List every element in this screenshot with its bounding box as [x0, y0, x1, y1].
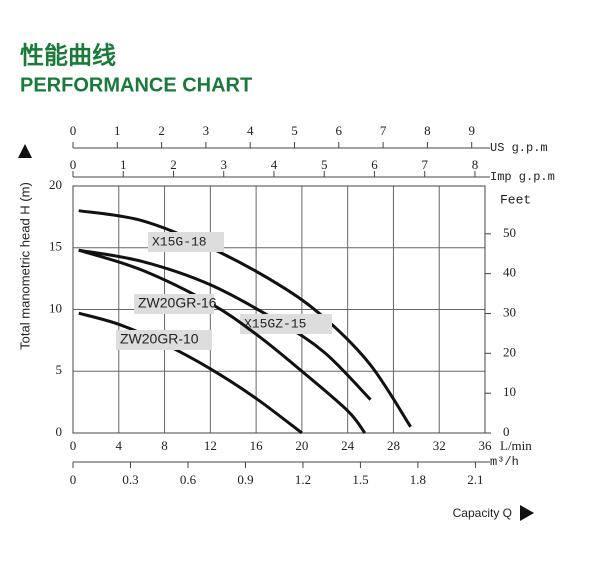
y-tick-label: 5 — [56, 362, 63, 377]
y-tick-label: 15 — [49, 239, 62, 254]
tick-label: 0 — [70, 123, 77, 138]
x-axis-label: Capacity Q — [453, 506, 512, 520]
tick-label: 1 — [114, 123, 121, 138]
chart-subtitle: PERFORMANCE CHART — [20, 74, 252, 96]
x-tick-label: 4 — [116, 438, 123, 453]
x-tick-label: 0 — [70, 438, 77, 453]
curve — [78, 248, 372, 401]
series-label: X15G-18 — [152, 234, 207, 249]
tick-label: 8 — [472, 157, 479, 172]
tick-label: 0 — [70, 157, 77, 172]
x-unit: L/min — [500, 438, 532, 453]
y-arrow — [18, 144, 32, 158]
label-box — [134, 294, 214, 314]
tick-label: 20 — [503, 344, 516, 359]
y-tick-label: 20 — [49, 177, 62, 192]
tick-label: 8 — [424, 123, 431, 138]
tick-label: 5 — [321, 157, 328, 172]
x-tick-label: 20 — [295, 438, 308, 453]
curve — [78, 311, 303, 435]
axis-unit: Imp g.p.m — [490, 170, 555, 184]
x-tick-label: 12 — [204, 438, 217, 453]
tick-label: 4 — [247, 123, 254, 138]
tick-label: 7 — [380, 123, 387, 138]
axis-unit: US g.p.m — [490, 141, 548, 155]
tick-label: 1.8 — [410, 472, 426, 487]
series-label: ZW20GR-10 — [120, 331, 199, 347]
tick-label: 0.6 — [180, 472, 197, 487]
x-tick-label: 24 — [341, 438, 355, 453]
tick-label: 3 — [203, 123, 210, 138]
tick-label: 6 — [336, 123, 343, 138]
tick-label: 7 — [421, 157, 428, 172]
tick-label: 40 — [503, 265, 516, 280]
x-tick-label: 28 — [387, 438, 400, 453]
tick-label: 30 — [503, 304, 516, 319]
tick-label: 0 — [503, 424, 510, 439]
x-arrow — [520, 505, 534, 521]
tick-label: 1.2 — [295, 472, 311, 487]
x-tick-label: 16 — [250, 438, 264, 453]
chart-title: 性能曲线 — [20, 41, 116, 69]
x-tick-label: 32 — [433, 438, 446, 453]
series-label: X15GZ-15 — [244, 316, 306, 331]
tick-label: 6 — [371, 157, 378, 172]
tick-label: 0.9 — [237, 472, 253, 487]
y-tick-label: 0 — [56, 424, 63, 439]
tick-label: 10 — [503, 384, 516, 399]
tick-label: 2 — [170, 157, 177, 172]
axis-unit: Feet — [500, 192, 531, 207]
tick-label: 1.5 — [352, 472, 368, 487]
tick-label: 2.1 — [467, 472, 483, 487]
x-tick-label: 36 — [479, 438, 493, 453]
tick-label: 5 — [291, 123, 298, 138]
x-tick-label: 8 — [161, 438, 168, 453]
axis-unit: m³/h — [490, 455, 519, 469]
plot-frame — [72, 185, 486, 434]
series-label: ZW20GR-16 — [138, 295, 217, 311]
tick-label: 50 — [503, 225, 516, 240]
tick-label: 9 — [468, 123, 475, 138]
y-axis-label: Total manometric head H (m) — [17, 182, 32, 350]
tick-label: 0 — [70, 472, 77, 487]
curve — [78, 209, 412, 428]
label-box — [240, 314, 332, 334]
tick-label: 1 — [120, 157, 127, 172]
label-box — [116, 330, 212, 350]
label-box — [148, 232, 224, 252]
tick-label: 4 — [271, 157, 278, 172]
curve — [78, 248, 367, 434]
tick-label: 3 — [220, 157, 227, 172]
tick-label: 2 — [158, 123, 165, 138]
tick-label: 0.3 — [122, 472, 138, 487]
y-tick-label: 10 — [49, 300, 62, 315]
